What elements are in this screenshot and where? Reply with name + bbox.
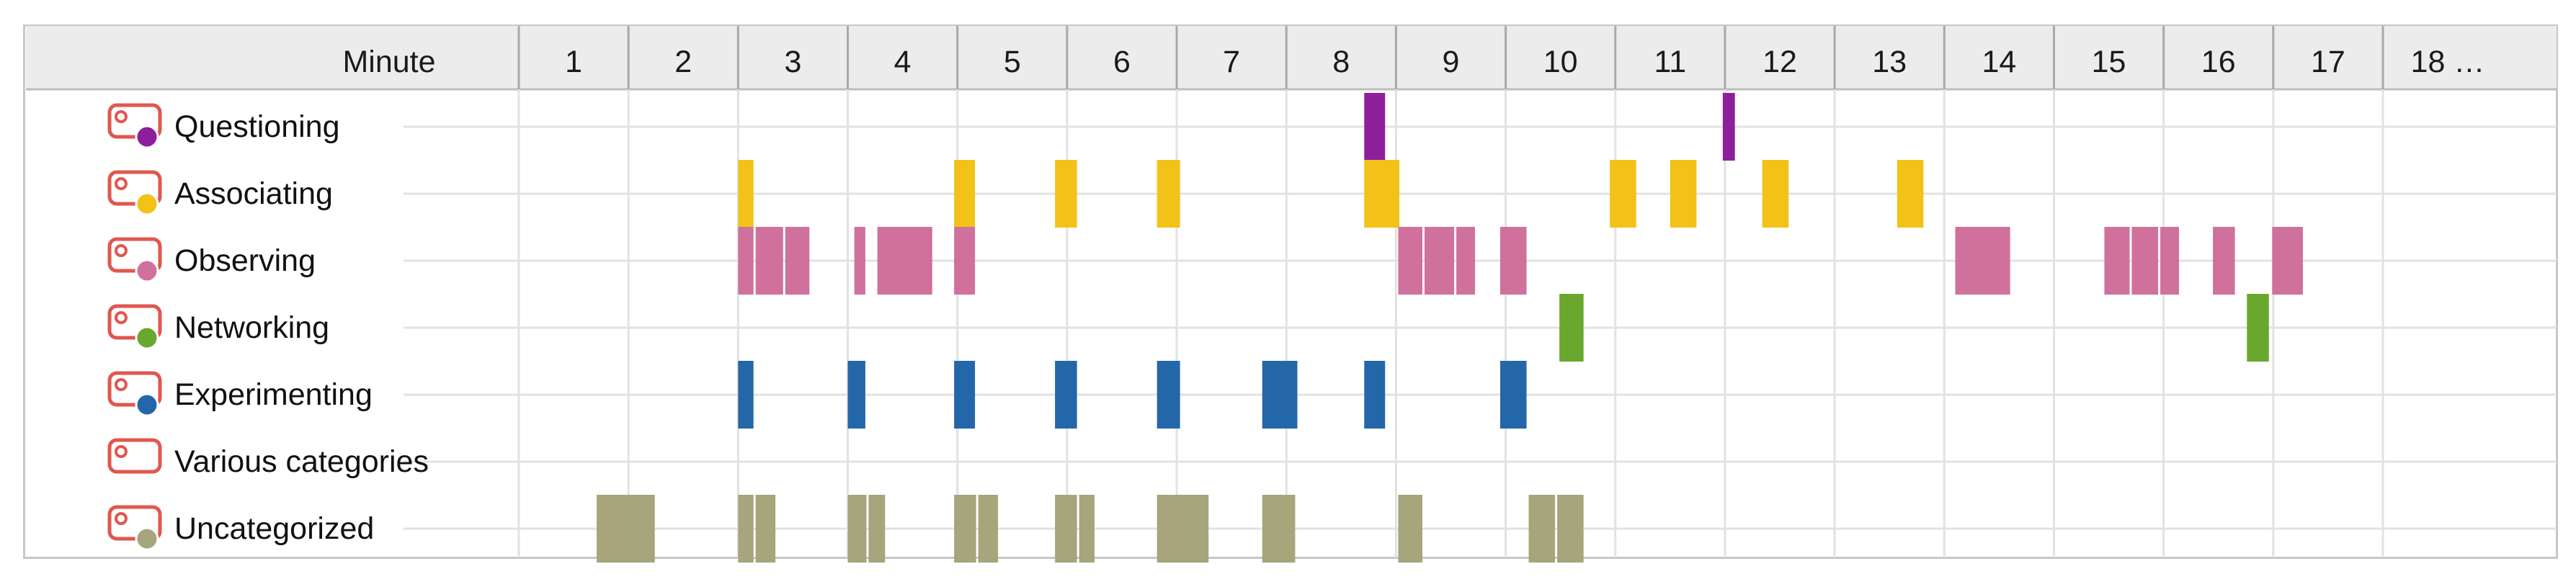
category-label: Experimenting	[174, 377, 373, 412]
timeline-segment[interactable]	[847, 361, 865, 429]
timeline-segment[interactable]	[954, 227, 976, 295]
timeline-segment[interactable]	[1559, 294, 1584, 362]
timeline-segment[interactable]	[1364, 93, 1386, 161]
timeline-segment[interactable]	[2247, 294, 2269, 362]
timeline-segment[interactable]	[954, 160, 976, 228]
minute-tick-label: 6	[1113, 45, 1131, 79]
timeline-segment[interactable]	[1156, 361, 1180, 429]
timeline-segment[interactable]	[738, 227, 754, 295]
timeline-segment[interactable]	[1364, 160, 1400, 228]
category-label: Questioning	[174, 109, 340, 144]
category-color-dot	[135, 259, 159, 283]
timeline-segment[interactable]	[1398, 227, 1422, 295]
timeline-segment[interactable]	[755, 227, 783, 295]
minute-tick-label: 15	[2092, 45, 2126, 79]
tag-icon-hole	[115, 177, 128, 190]
header-minute-label: Minute	[342, 45, 435, 79]
timeline-segment[interactable]	[2160, 227, 2179, 295]
tag-icon-hole	[115, 110, 128, 123]
timeline-segment[interactable]	[1557, 495, 1584, 563]
minute-tick-label: 13	[1872, 45, 1907, 79]
timeline-segment[interactable]	[1156, 160, 1180, 228]
timeline-segment[interactable]	[978, 495, 999, 563]
timeline-segment[interactable]	[597, 495, 655, 563]
timeline-segment[interactable]	[1156, 495, 1209, 563]
timeline-segment[interactable]	[1262, 361, 1298, 429]
timeline-segment[interactable]	[1670, 160, 1697, 228]
timeline-segment[interactable]	[1528, 495, 1556, 563]
timeline-segment[interactable]	[738, 495, 754, 563]
tag-icon-hole	[115, 244, 128, 257]
timeline-segment[interactable]	[755, 495, 776, 563]
timeline-segment[interactable]	[847, 495, 867, 563]
minute-tick-label: 10	[1543, 45, 1578, 79]
category-label: Associating	[174, 176, 333, 211]
category-color-dot	[135, 326, 159, 350]
tag-icon-hole	[115, 445, 128, 458]
category-label: Uncategorized	[174, 511, 374, 546]
timeline-segment[interactable]	[1262, 495, 1296, 563]
minute-tick-label: 3	[784, 45, 801, 79]
category-color-dot	[135, 192, 159, 216]
timeline-segment[interactable]	[1456, 227, 1476, 295]
tag-icon-hole	[115, 311, 128, 324]
timeline-segment[interactable]	[1762, 160, 1789, 228]
minute-tick-label: 7	[1223, 45, 1240, 79]
category-label: Various categories	[174, 444, 429, 479]
timeline-segment[interactable]	[1079, 495, 1095, 563]
minute-tick-label: 1	[565, 45, 582, 79]
category-color-dot	[135, 393, 159, 417]
timeline-segment[interactable]	[1055, 160, 1077, 228]
category-label: Networking	[174, 310, 329, 345]
timeline-segment[interactable]	[1499, 227, 1527, 295]
timeline-segment[interactable]	[954, 361, 976, 429]
timeline-segment[interactable]	[2272, 227, 2303, 295]
timeline-segment[interactable]	[1897, 160, 1924, 228]
timeline-segment[interactable]	[868, 495, 886, 563]
minute-tick-label: 14	[1982, 45, 2016, 79]
minute-tick-label: 4	[894, 45, 912, 79]
timeline-segment[interactable]	[1499, 361, 1527, 429]
category-color-dot	[135, 526, 159, 551]
minute-tick-label: 5	[1004, 45, 1021, 79]
timeline-segment[interactable]	[1398, 495, 1422, 563]
timeline-segment[interactable]	[2131, 227, 2159, 295]
timeline-segment[interactable]	[738, 361, 754, 429]
category-label: Observing	[174, 243, 316, 278]
minute-tick-label: 12	[1762, 45, 1797, 79]
timeline-segment[interactable]	[2213, 227, 2235, 295]
timeline-segment[interactable]	[1364, 361, 1386, 429]
timeline-segment[interactable]	[1722, 93, 1735, 161]
category-color-dot	[135, 125, 159, 149]
minute-tick-label: 8	[1332, 45, 1350, 79]
timeline-segment[interactable]	[1610, 160, 1636, 228]
timeline-segment[interactable]	[1955, 227, 1981, 295]
timeline-segment[interactable]	[785, 227, 810, 295]
minute-tick-label: 2	[674, 45, 692, 79]
minute-tick-label: 9	[1443, 45, 1460, 79]
tag-icon-hole	[115, 378, 128, 391]
minute-tick-label: 16	[2201, 45, 2236, 79]
minute-tick-label: 18 …	[2411, 45, 2485, 79]
timeline-segment[interactable]	[738, 160, 754, 228]
timeline-segment[interactable]	[1424, 227, 1455, 295]
timeline-segment[interactable]	[854, 227, 865, 295]
timeline-segment[interactable]	[954, 495, 976, 563]
timeline-segment[interactable]	[877, 227, 932, 295]
timeline-segment[interactable]	[1055, 495, 1077, 563]
timeline-segment[interactable]	[2104, 227, 2130, 295]
minute-tick-label: 11	[1654, 45, 1687, 79]
header-band	[26, 26, 2557, 89]
minute-tick-label: 17	[2311, 45, 2345, 79]
tag-icon-hole	[115, 512, 128, 525]
timeline-segment[interactable]	[1055, 361, 1077, 429]
